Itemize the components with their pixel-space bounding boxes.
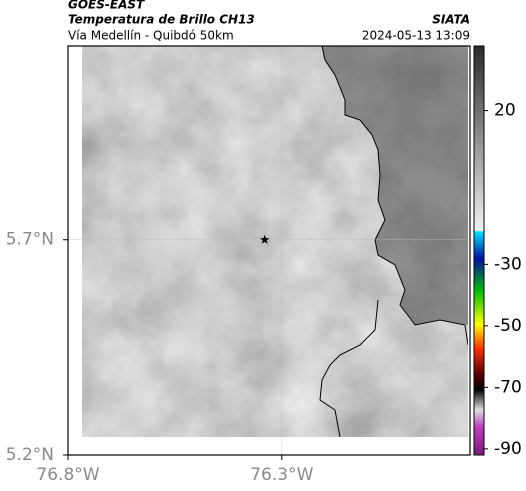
subtitle: Temperatura de Brillo CH13 [68,13,255,27]
title: GOES-EAST [68,0,145,12]
x-tick-label: 76.8°W [36,465,99,485]
colorbar-label: -50 [494,316,522,336]
colorbar [473,45,485,456]
timestamp: 2024-05-13 13:09 [362,29,470,43]
colorbar-label: 20 [494,101,516,121]
colorbar-label: -90 [494,439,522,459]
source: SIATA [432,13,470,27]
x-tick-label: 76.3°W [250,465,313,485]
satellite-image [82,46,468,437]
route: Vía Medellín - Quibdó 50km [68,29,234,43]
border-line [319,299,379,437]
location-marker [260,234,270,244]
colorbar-label: -70 [494,377,522,397]
colorbar-label: -30 [494,254,522,274]
cloud-field [82,46,468,437]
y-tick-label: 5.2°N [6,445,54,465]
border-line [321,46,468,346]
dark-region [322,46,468,325]
map-frame [67,45,471,456]
y-tick-label: 5.7°N [6,230,54,250]
